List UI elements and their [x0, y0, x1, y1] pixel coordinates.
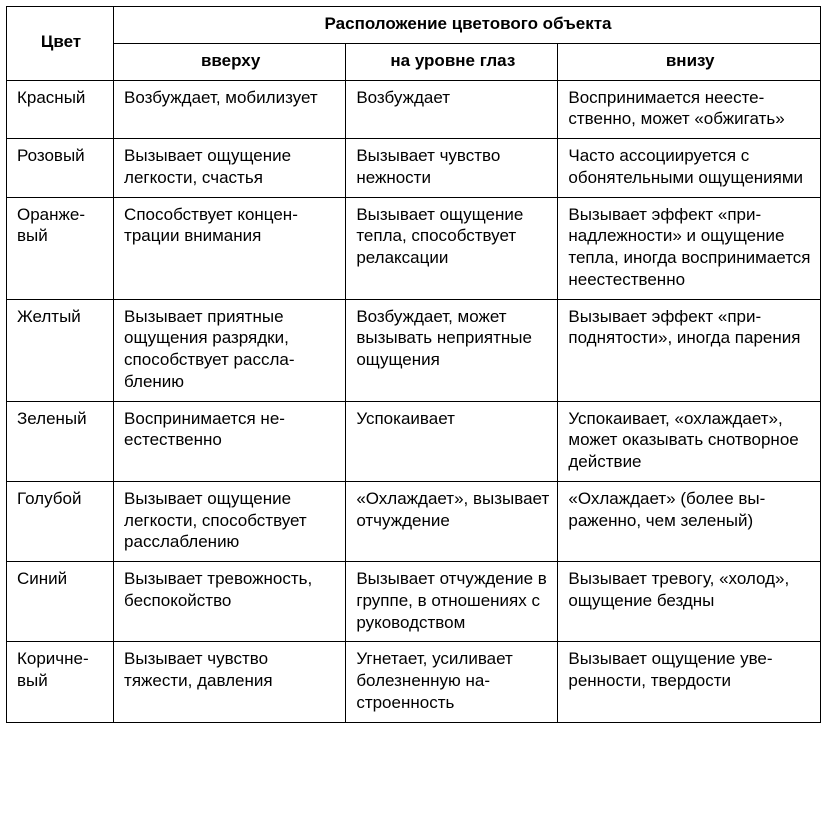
cell-bottom: Часто ассоциируется с обонятельными ощущ… — [558, 139, 821, 198]
table-header-row-1: Цвет Расположение цветового объекта — [7, 7, 821, 44]
table-row: Розовый Вызывает ощущение легкости, счас… — [7, 139, 821, 198]
table-row: Желтый Вызывает приятные ощущения разряд… — [7, 299, 821, 401]
cell-top: Вызывает ощущение легкости, счастья — [114, 139, 346, 198]
table-row: Синий Вызывает тревожность, беспокойство… — [7, 562, 821, 642]
cell-top: Способствует концен­трации внимания — [114, 197, 346, 299]
cell-top: Вызывает тревожность, беспокойство — [114, 562, 346, 642]
cell-eye-level: «Охлаждает», вызы­вает отчуждение — [346, 481, 558, 561]
cell-color-name: Синий — [7, 562, 114, 642]
cell-bottom: Вызывает ощущение уве­ренности, твердост… — [558, 642, 821, 722]
table-body: Красный Возбуждает, мобили­зует Возбужда… — [7, 80, 821, 722]
cell-top: Вызывает приятные ощущения разрядки, спо… — [114, 299, 346, 401]
cell-color-name: Розовый — [7, 139, 114, 198]
cell-bottom: «Охлаждает» (более вы­раженно, чем зелен… — [558, 481, 821, 561]
cell-color-name: Оранже­вый — [7, 197, 114, 299]
color-effects-table: Цвет Расположение цветового объекта ввер… — [6, 6, 821, 723]
cell-top: Возбуждает, мобили­зует — [114, 80, 346, 139]
page: Цвет Расположение цветового объекта ввер… — [0, 0, 827, 729]
cell-color-name: Желтый — [7, 299, 114, 401]
cell-color-name: Коричне­вый — [7, 642, 114, 722]
table-row: Красный Возбуждает, мобили­зует Возбужда… — [7, 80, 821, 139]
table-row: Коричне­вый Вызывает чувство тяжести, да… — [7, 642, 821, 722]
cell-bottom: Вызывает тревогу, «хо­лод», ощущение без… — [558, 562, 821, 642]
header-bottom: внизу — [558, 43, 821, 80]
cell-eye-level: Угнетает, усиливает болезненную на­строе… — [346, 642, 558, 722]
cell-color-name: Голубой — [7, 481, 114, 561]
cell-bottom: Успокаивает, «охлаждает», может оказыват… — [558, 401, 821, 481]
cell-top: Вызывает ощущение легкости, способствует… — [114, 481, 346, 561]
cell-bottom: Вызывает эффект «при­надлежности» и ощущ… — [558, 197, 821, 299]
header-top: вверху — [114, 43, 346, 80]
table-header-row-2: вверху на уровне глаз внизу — [7, 43, 821, 80]
table-header: Цвет Расположение цветового объекта ввер… — [7, 7, 821, 81]
cell-top: Воспринимается не­естественно — [114, 401, 346, 481]
cell-top: Вызывает чувство тяжести, давления — [114, 642, 346, 722]
cell-bottom: Воспринимается неесте­ственно, может «об… — [558, 80, 821, 139]
cell-eye-level: Возбуждает, может вызывать неприят­ные о… — [346, 299, 558, 401]
table-row: Зеленый Воспринимается не­естественно Ус… — [7, 401, 821, 481]
table-row: Голубой Вызывает ощущение легкости, спос… — [7, 481, 821, 561]
table-row: Оранже­вый Способствует концен­трации вн… — [7, 197, 821, 299]
header-color: Цвет — [7, 7, 114, 81]
cell-color-name: Зеленый — [7, 401, 114, 481]
header-position-group: Расположение цветового объекта — [114, 7, 821, 44]
cell-bottom: Вызывает эффект «при­поднятости», иногда… — [558, 299, 821, 401]
cell-eye-level: Вызывает чувство нежности — [346, 139, 558, 198]
cell-eye-level: Вызывает отчуж­дение в группе, в отношен… — [346, 562, 558, 642]
cell-eye-level: Успокаивает — [346, 401, 558, 481]
cell-eye-level: Вызывает ощуще­ние тепла, способ­ствует … — [346, 197, 558, 299]
cell-eye-level: Возбуждает — [346, 80, 558, 139]
cell-color-name: Красный — [7, 80, 114, 139]
header-eye-level: на уровне глаз — [346, 43, 558, 80]
